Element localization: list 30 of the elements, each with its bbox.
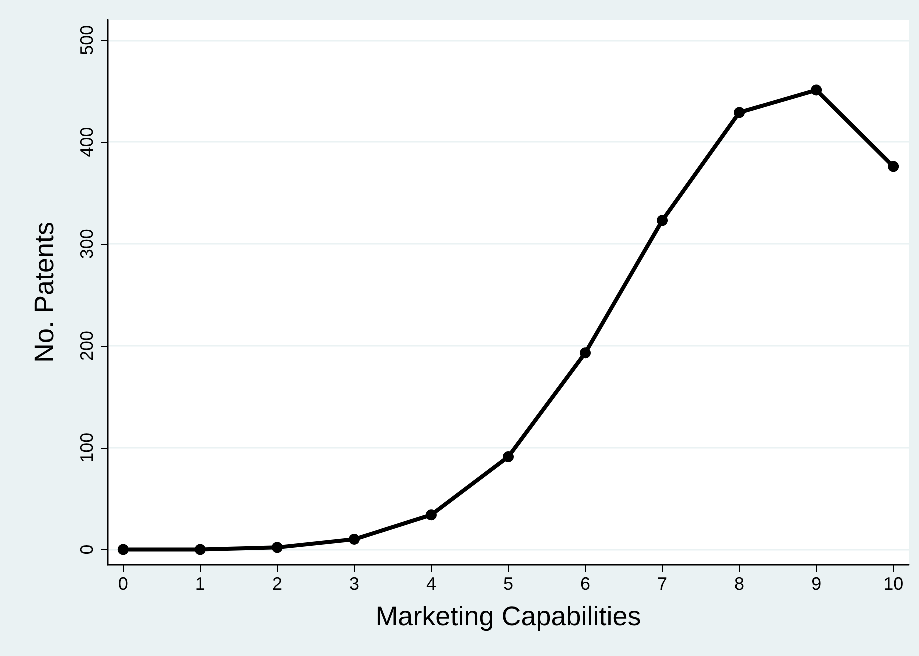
x-tick-label: 2 xyxy=(272,574,282,594)
point xyxy=(503,452,514,463)
point xyxy=(657,215,668,226)
x-tick-label: 0 xyxy=(118,574,128,594)
point xyxy=(580,348,592,359)
point xyxy=(734,107,746,118)
y-axis-title: No. Patents xyxy=(30,222,60,364)
x-tick-label: 8 xyxy=(734,574,745,594)
y-tick-label: 100 xyxy=(77,432,97,463)
y-tick-label: 200 xyxy=(77,330,97,362)
x-tick-label: 5 xyxy=(503,574,514,594)
x-tick-label: 3 xyxy=(349,574,360,594)
y-tick-label: 0 xyxy=(77,544,97,555)
point xyxy=(194,544,206,556)
point xyxy=(272,542,283,554)
x-tick-label: 1 xyxy=(195,574,206,594)
x-tick-label: 9 xyxy=(812,574,822,594)
y-tick-label: 500 xyxy=(77,25,97,56)
point xyxy=(348,534,360,546)
x-axis-title: Marketing Capabilities xyxy=(376,602,642,632)
y-tick-label: 400 xyxy=(77,127,97,158)
x-tick-label: 4 xyxy=(426,574,436,594)
x-tick-label: 6 xyxy=(580,574,591,594)
point xyxy=(426,510,437,521)
point xyxy=(811,84,822,96)
x-tick-label: 10 xyxy=(884,574,904,594)
y-tick-label: 300 xyxy=(77,229,97,260)
point xyxy=(118,544,129,556)
x-tick-label: 7 xyxy=(658,574,668,594)
point xyxy=(888,161,900,172)
